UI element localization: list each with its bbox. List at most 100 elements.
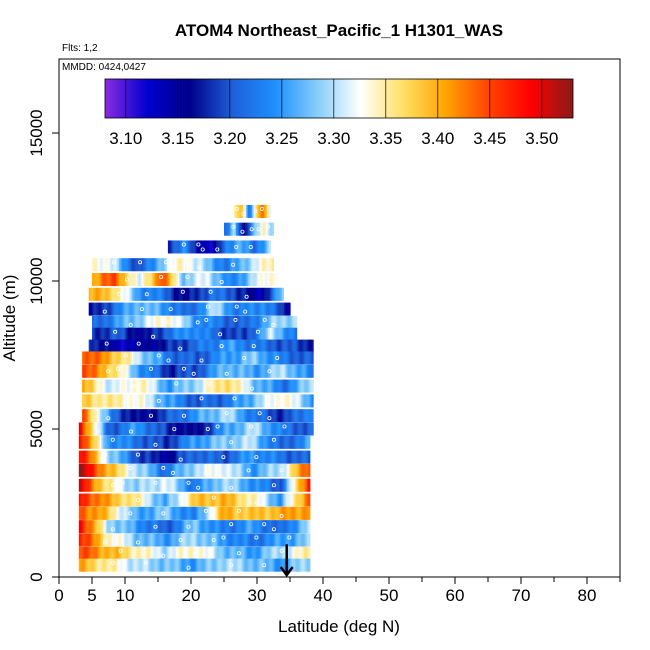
heatmap-cell — [155, 422, 158, 436]
heatmap-cell — [239, 394, 242, 408]
heatmap-cell — [260, 450, 263, 464]
heatmap-cell — [302, 435, 305, 449]
heatmap-cell — [150, 287, 153, 301]
heatmap-cell — [105, 339, 108, 353]
heatmap-cell — [120, 302, 123, 316]
heatmap-cell — [226, 364, 229, 378]
heatmap-cell — [288, 435, 291, 449]
heatmap-cell — [185, 258, 188, 272]
heatmap-cell — [257, 394, 260, 408]
sample-point — [279, 548, 284, 553]
heatmap-cell — [188, 379, 191, 393]
heatmap-cell — [153, 493, 156, 507]
heatmap-cell — [107, 506, 110, 520]
heatmap-cell — [114, 287, 117, 301]
heatmap-cell — [122, 273, 125, 287]
heatmap-cell — [246, 558, 249, 572]
heatmap-cell — [233, 546, 236, 560]
heatmap-cell — [224, 478, 227, 492]
heatmap-cell — [306, 506, 309, 520]
heatmap-cell — [182, 273, 185, 287]
heatmap-cell — [161, 327, 164, 341]
heatmap-cell — [279, 478, 282, 492]
heatmap-cell — [95, 520, 98, 534]
heatmap-cell — [287, 379, 290, 393]
heatmap-cell — [96, 493, 99, 507]
heatmap-cell — [245, 379, 248, 393]
heatmap-cell — [186, 463, 189, 477]
heatmap-cell — [264, 463, 267, 477]
heatmap-cell — [108, 258, 111, 272]
heatmap-cell — [114, 546, 117, 560]
heatmap-cell — [210, 506, 213, 520]
heatmap-cell — [180, 315, 183, 329]
heatmap-cell — [131, 493, 134, 507]
heatmap-cell — [303, 463, 306, 477]
heatmap-cell — [227, 533, 230, 547]
heatmap-cell — [292, 327, 295, 341]
heatmap-cell — [129, 558, 132, 572]
heatmap-cell — [168, 287, 171, 301]
heatmap-cell — [298, 409, 301, 423]
heatmap-cell — [233, 351, 236, 365]
heatmap-cell — [201, 546, 204, 560]
heatmap-cell — [123, 493, 126, 507]
heatmap-cell — [233, 435, 236, 449]
heatmap-cell — [150, 493, 153, 507]
sample-point — [144, 292, 149, 297]
heatmap-cell — [189, 506, 192, 520]
heatmap-cell — [87, 450, 90, 464]
sample-point — [139, 307, 144, 312]
heatmap-cell — [221, 364, 224, 378]
heatmap-cell — [243, 240, 246, 254]
heatmap-cell — [161, 533, 164, 547]
heatmap-cell — [203, 273, 206, 287]
heatmap-cell — [236, 351, 239, 365]
heatmap-cell — [78, 533, 81, 547]
x-tick-label: 40 — [314, 586, 333, 605]
heatmap-cell — [212, 558, 215, 572]
sample-point — [254, 455, 259, 460]
heatmap-cell — [195, 493, 198, 507]
heatmap-cell — [226, 351, 229, 365]
heatmap-cell — [119, 463, 122, 477]
heatmap-cell — [134, 394, 137, 408]
heatmap-cell — [84, 435, 87, 449]
heatmap-cell — [202, 394, 205, 408]
y-axis-label: Altitude (m) — [0, 275, 19, 362]
heatmap-cell — [129, 302, 132, 316]
heatmap-cell — [111, 463, 114, 477]
heatmap-cell — [113, 258, 116, 272]
sample-point — [244, 294, 249, 299]
heatmap-cell — [177, 273, 180, 287]
heatmap-cell — [284, 546, 287, 560]
heatmap-cell — [114, 339, 117, 353]
heatmap-cell — [286, 339, 289, 353]
heatmap-cell — [107, 435, 110, 449]
heatmap-cell — [259, 351, 262, 365]
heatmap-cell — [245, 258, 248, 272]
heatmap-cell — [161, 546, 164, 560]
heatmap-cell — [84, 422, 87, 436]
heatmap-cell — [99, 302, 102, 316]
heatmap-cell — [234, 558, 237, 572]
heatmap-cell — [198, 258, 201, 272]
heatmap-cell — [204, 315, 207, 329]
heatmap-cell — [197, 558, 200, 572]
heatmap-cell — [284, 533, 287, 547]
heatmap-cell — [215, 394, 218, 408]
heatmap-cell — [209, 450, 212, 464]
heatmap-cell — [182, 463, 185, 477]
heatmap-cell — [255, 327, 259, 341]
heatmap-cell — [203, 533, 206, 547]
heatmap-cell — [129, 435, 132, 449]
heatmap-cell — [84, 450, 87, 464]
heatmap-cell — [234, 273, 237, 287]
heatmap-cell — [108, 435, 111, 449]
heatmap-cell — [163, 287, 166, 301]
heatmap-cell — [256, 204, 259, 218]
heatmap-cell — [298, 394, 301, 408]
heatmap-cell — [257, 339, 260, 353]
heatmap-cell — [201, 493, 204, 507]
heatmap-cell — [285, 302, 288, 316]
